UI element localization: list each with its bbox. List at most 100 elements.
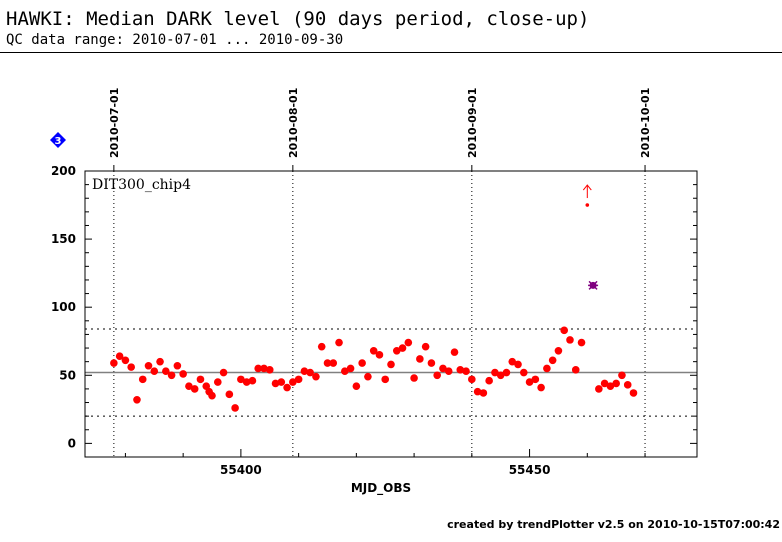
date-marker-label: 2010-09-01 (466, 88, 479, 158)
data-point (473, 387, 482, 396)
data-point (121, 356, 130, 365)
data-point (537, 383, 545, 392)
badge-number: 3 (55, 136, 62, 147)
data-point (167, 371, 176, 380)
data-point (433, 371, 441, 380)
data-point (496, 371, 505, 380)
data-point (525, 378, 534, 386)
data-point (479, 389, 488, 397)
outlier-arrowhead-icon (582, 184, 592, 191)
data-point (369, 346, 378, 355)
data-point (185, 382, 193, 390)
data-point (283, 383, 291, 392)
data-point (352, 382, 361, 390)
data-point (600, 379, 609, 388)
data-point (260, 364, 268, 373)
y-tick-label: 150 (51, 232, 76, 246)
data-point (543, 364, 551, 373)
data-point (595, 385, 603, 393)
data-point (231, 404, 239, 412)
data-point (560, 326, 569, 335)
data-point (289, 378, 297, 386)
data-point (375, 351, 384, 359)
data-point (265, 366, 274, 374)
date-marker-label: 2010-07-01 (108, 88, 121, 158)
data-point (577, 338, 586, 347)
data-point (606, 382, 615, 390)
data-point (306, 368, 314, 377)
data-point (502, 368, 511, 377)
data-point (213, 378, 222, 386)
data-point (208, 391, 216, 400)
panel-label: DIT300_chip4 (92, 177, 191, 193)
data-point (462, 367, 470, 376)
data-range-subtitle: QC data range: 2010-07-01 ... 2010-09-30 (6, 32, 344, 48)
data-point (156, 357, 164, 366)
header-divider (0, 52, 782, 53)
data-point (548, 356, 557, 365)
data-point (162, 367, 170, 376)
date-marker-label: 2010-08-01 (287, 88, 300, 158)
date-marker-label: 2010-10-01 (639, 88, 652, 158)
reference-lines (85, 328, 697, 417)
data-point (294, 375, 303, 384)
data-point (346, 364, 355, 373)
footer-credit: created by trendPlotter v2.5 on 2010-10-… (447, 518, 780, 531)
y-tick-label: 200 (51, 164, 76, 178)
data-point (317, 342, 326, 351)
data-point (300, 367, 309, 376)
special-markers (582, 184, 599, 290)
data-point (416, 355, 424, 363)
data-point (410, 374, 418, 382)
data-point (485, 376, 493, 385)
data-point (629, 389, 638, 397)
grid-layer (113, 171, 646, 457)
data-point (237, 375, 245, 384)
data-point (225, 390, 234, 399)
data-point (531, 375, 540, 384)
y-tick-label: 50 (59, 368, 76, 382)
data-point (358, 359, 366, 367)
data-point (392, 346, 401, 355)
data-point (491, 368, 499, 377)
data-point (312, 372, 320, 381)
data-points (110, 326, 638, 412)
data-point (508, 357, 517, 366)
data-point (554, 346, 563, 355)
data-point (566, 336, 574, 344)
outlier-point (585, 203, 590, 207)
data-point (427, 359, 436, 367)
data-point (519, 368, 528, 377)
data-point (115, 352, 124, 361)
data-point (242, 378, 251, 386)
data-point (341, 367, 349, 376)
data-point (623, 381, 632, 389)
x-tick-label: 55400 (220, 463, 262, 477)
data-point (571, 366, 580, 374)
data-point (277, 378, 286, 386)
data-point (514, 360, 522, 369)
data-point (138, 375, 147, 384)
y-tick-label: 100 (51, 300, 76, 314)
x-tick-label: 55450 (509, 463, 551, 477)
data-point (150, 367, 159, 376)
page-title: HAWKI: Median DARK level (90 days period… (6, 8, 590, 30)
data-point (398, 344, 407, 352)
data-point (439, 364, 447, 373)
data-point (387, 360, 395, 369)
data-point (323, 359, 332, 367)
data-point (196, 375, 205, 384)
data-point (456, 366, 465, 374)
data-point (450, 348, 459, 356)
data-point (329, 359, 338, 367)
data-point (219, 368, 228, 377)
data-point (618, 371, 626, 380)
x-axis-label: MJD_OBS (351, 481, 411, 496)
data-point (173, 361, 182, 370)
data-point (612, 379, 620, 388)
data-point (248, 376, 257, 385)
data-point (364, 372, 372, 381)
data-point (110, 359, 118, 367)
data-point (335, 338, 343, 347)
